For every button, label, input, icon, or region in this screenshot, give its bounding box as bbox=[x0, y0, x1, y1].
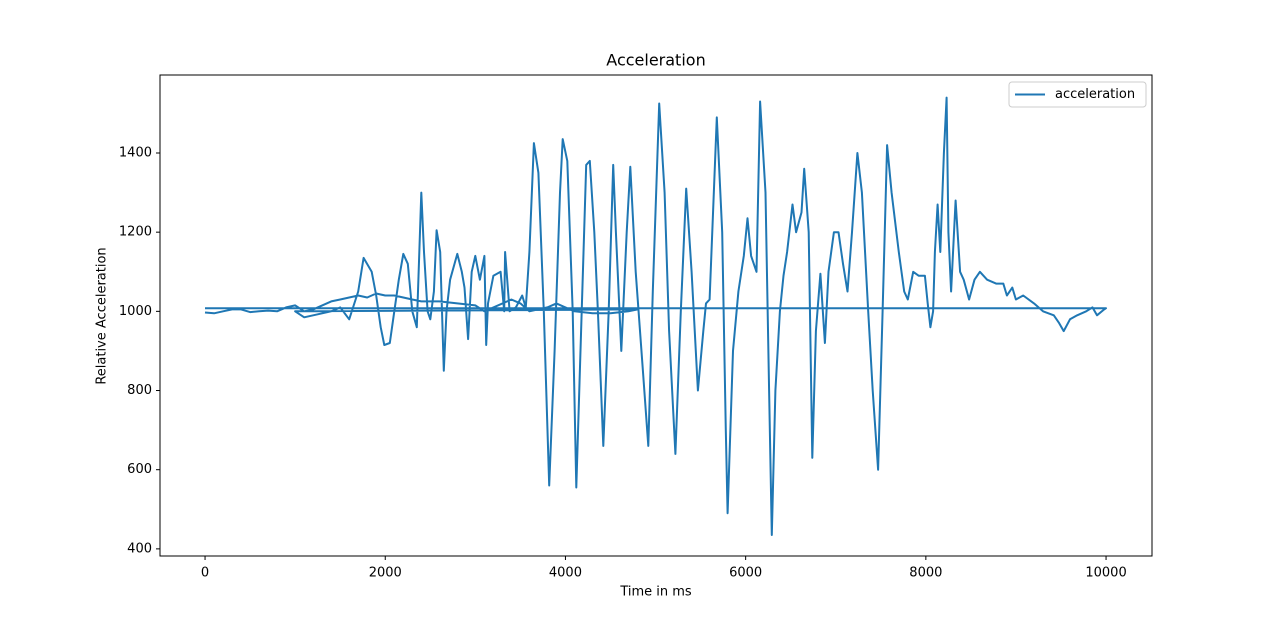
y-tick-label: 1200 bbox=[119, 225, 152, 240]
x-tick-label: 8000 bbox=[909, 566, 942, 581]
y-axis-label: Relative Acceleration bbox=[95, 247, 110, 384]
x-tick-label: 0 bbox=[201, 566, 209, 581]
legend-label: acceleration bbox=[1055, 87, 1135, 102]
y-tick-label: 600 bbox=[127, 462, 152, 477]
x-tick-label: 4000 bbox=[549, 566, 582, 581]
y-tick-label: 1000 bbox=[119, 304, 152, 319]
chart-title: Acceleration bbox=[606, 51, 705, 70]
plot-frame bbox=[159, 74, 1153, 557]
x-tick-label: 2000 bbox=[369, 566, 402, 581]
y-tick-label: 400 bbox=[127, 541, 152, 556]
x-tick-label: 10000 bbox=[1085, 566, 1126, 581]
y-tick-label: 800 bbox=[127, 383, 152, 398]
data-line bbox=[204, 96, 1107, 536]
legend-box bbox=[1008, 81, 1147, 108]
x-axis-label: Time in ms bbox=[619, 585, 692, 600]
y-tick-label: 1400 bbox=[119, 145, 152, 160]
x-tick-label: 6000 bbox=[729, 566, 762, 581]
